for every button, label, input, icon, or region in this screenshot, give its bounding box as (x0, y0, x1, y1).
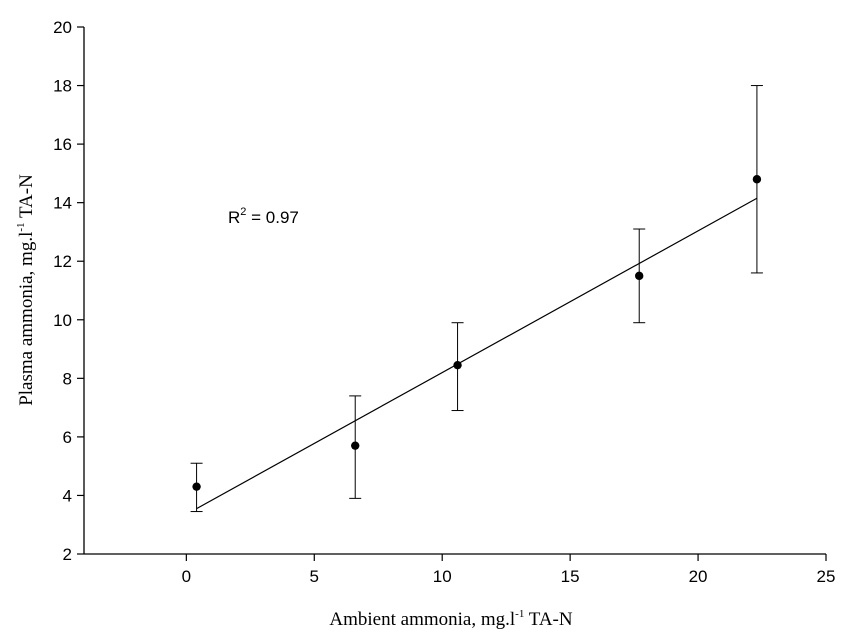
y-tick-label: 2 (63, 545, 72, 564)
r-squared-sup: 2 (240, 206, 246, 218)
y-tick-label: 10 (53, 311, 72, 330)
error-bars (190, 85, 763, 513)
regression-line (196, 197, 758, 510)
y-tick-label: 12 (53, 252, 72, 271)
y-tick-label: 16 (53, 135, 72, 154)
data-point (635, 271, 644, 281)
x-axis-label: Ambient ammonia, mg.l-1 TA-N (329, 608, 572, 630)
y-axis-label-sup: -1 (15, 222, 27, 231)
y-tick-label: 20 (53, 18, 72, 37)
y-tick-label: 14 (53, 194, 72, 213)
x-axis-label-tail: TA-N (524, 609, 573, 630)
r-squared-value: = 0.97 (246, 208, 298, 227)
y-tick-label: 18 (53, 77, 72, 96)
x-axis-label-sup: -1 (515, 608, 524, 620)
x-tick-label: 25 (817, 567, 836, 586)
x-tick-label: 5 (310, 567, 319, 586)
y-axis-label-main: Plasma ammonia, mg.l (16, 232, 37, 406)
x-tick-label: 0 (182, 567, 191, 586)
x-tick-label: 15 (561, 567, 580, 586)
y-ticks: 2 4 6 8 10 12 14 16 18 20 (53, 18, 84, 564)
x-tick-label: 10 (433, 567, 452, 586)
regression-line-group (196, 197, 758, 510)
y-tick-label: 4 (63, 486, 72, 505)
x-ticks: 0 5 10 15 20 25 (182, 554, 836, 586)
data-points (192, 175, 762, 491)
x-tick-label: 20 (689, 567, 708, 586)
y-tick-label: 6 (63, 428, 72, 447)
axes (83, 27, 826, 555)
y-axis-label-tail: TA-N (16, 174, 37, 223)
y-tick-label: 8 (63, 369, 72, 388)
data-point (351, 441, 360, 450)
data-point (453, 360, 462, 370)
data-point (192, 482, 201, 491)
r-squared-main: R (228, 208, 240, 227)
y-axis-label: Plasma ammonia, mg.l-1 TA-N (15, 174, 37, 406)
data-point (752, 175, 762, 184)
x-axis-label-main: Ambient ammonia, mg.l (329, 609, 515, 630)
r-squared-annotation: R2 = 0.97 (228, 206, 299, 227)
